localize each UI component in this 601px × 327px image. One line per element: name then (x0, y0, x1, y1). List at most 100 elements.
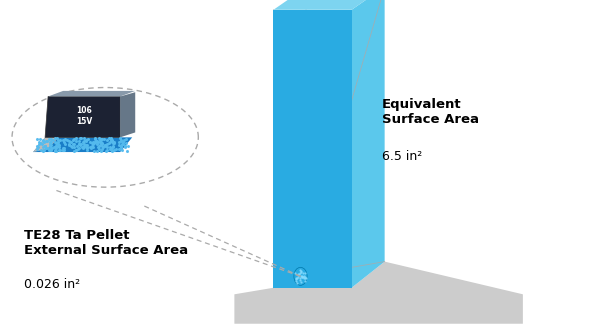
Point (49, 144, 58, 149)
Point (81, 137, 91, 143)
Point (97, 142, 107, 147)
Point (73, 146, 83, 151)
Point (104, 136, 114, 141)
Point (295, 268, 305, 273)
Point (106, 137, 116, 142)
Point (95, 137, 105, 143)
Text: Equivalent
Surface Area: Equivalent Surface Area (382, 98, 478, 126)
Point (96, 148, 106, 153)
Point (98, 145, 108, 150)
Ellipse shape (294, 267, 307, 285)
Point (291, 278, 300, 283)
Point (100, 143, 109, 148)
Point (91, 138, 100, 144)
Point (76, 141, 86, 146)
Point (61, 142, 70, 147)
Point (53, 141, 63, 146)
Point (293, 275, 302, 280)
Text: 106
15V: 106 15V (76, 106, 93, 126)
Point (78, 139, 88, 144)
Point (92, 138, 102, 144)
Point (87, 143, 97, 148)
Point (40, 143, 50, 148)
Point (298, 274, 308, 279)
Point (115, 136, 125, 141)
Point (55, 137, 64, 143)
Point (120, 143, 130, 148)
Point (108, 143, 118, 148)
Point (38, 137, 48, 143)
Point (78, 144, 87, 149)
Point (47, 145, 57, 150)
Point (109, 141, 118, 146)
Point (88, 142, 98, 147)
Point (297, 275, 307, 280)
Point (108, 147, 117, 153)
Point (47, 136, 56, 142)
Point (46, 139, 55, 144)
Point (79, 143, 89, 148)
Text: 0.026 in²: 0.026 in² (24, 278, 80, 291)
Point (118, 140, 128, 145)
Point (102, 145, 112, 150)
Point (108, 139, 118, 144)
Point (100, 142, 110, 147)
Point (40, 143, 49, 148)
Point (103, 138, 112, 143)
Point (73, 144, 82, 149)
Polygon shape (120, 92, 135, 137)
Point (81, 143, 91, 148)
Point (296, 273, 306, 279)
Point (291, 276, 300, 282)
Point (296, 277, 305, 282)
Point (82, 145, 92, 150)
Point (52, 143, 61, 148)
Point (290, 270, 300, 275)
Point (68, 137, 78, 143)
Point (71, 147, 81, 152)
Point (64, 139, 73, 144)
Point (60, 136, 70, 141)
Point (116, 143, 126, 148)
Point (34, 139, 44, 144)
Point (293, 272, 302, 277)
Point (117, 137, 126, 142)
Point (59, 146, 69, 151)
Point (53, 141, 63, 146)
Point (50, 148, 60, 153)
Point (116, 144, 126, 149)
Point (74, 142, 84, 147)
Point (97, 136, 107, 141)
Point (35, 147, 45, 152)
Point (39, 139, 49, 144)
Point (117, 142, 127, 147)
Point (41, 138, 50, 144)
Point (50, 144, 60, 149)
Point (123, 148, 132, 153)
Point (38, 148, 48, 154)
Point (75, 136, 85, 141)
Point (107, 148, 117, 153)
Point (114, 142, 123, 147)
Point (41, 139, 51, 144)
Polygon shape (45, 96, 120, 137)
Point (106, 137, 115, 142)
Point (117, 147, 126, 152)
Point (59, 147, 69, 152)
Polygon shape (352, 0, 385, 288)
Point (109, 139, 119, 145)
Point (295, 276, 305, 281)
Point (62, 137, 72, 142)
Point (32, 145, 42, 150)
Point (85, 145, 94, 150)
Point (90, 136, 100, 141)
Point (32, 146, 42, 151)
Point (58, 146, 68, 151)
Point (299, 276, 308, 281)
Point (35, 140, 44, 146)
Point (96, 141, 106, 146)
Point (53, 139, 63, 144)
Point (55, 147, 64, 153)
Polygon shape (234, 262, 523, 324)
Point (68, 141, 78, 146)
